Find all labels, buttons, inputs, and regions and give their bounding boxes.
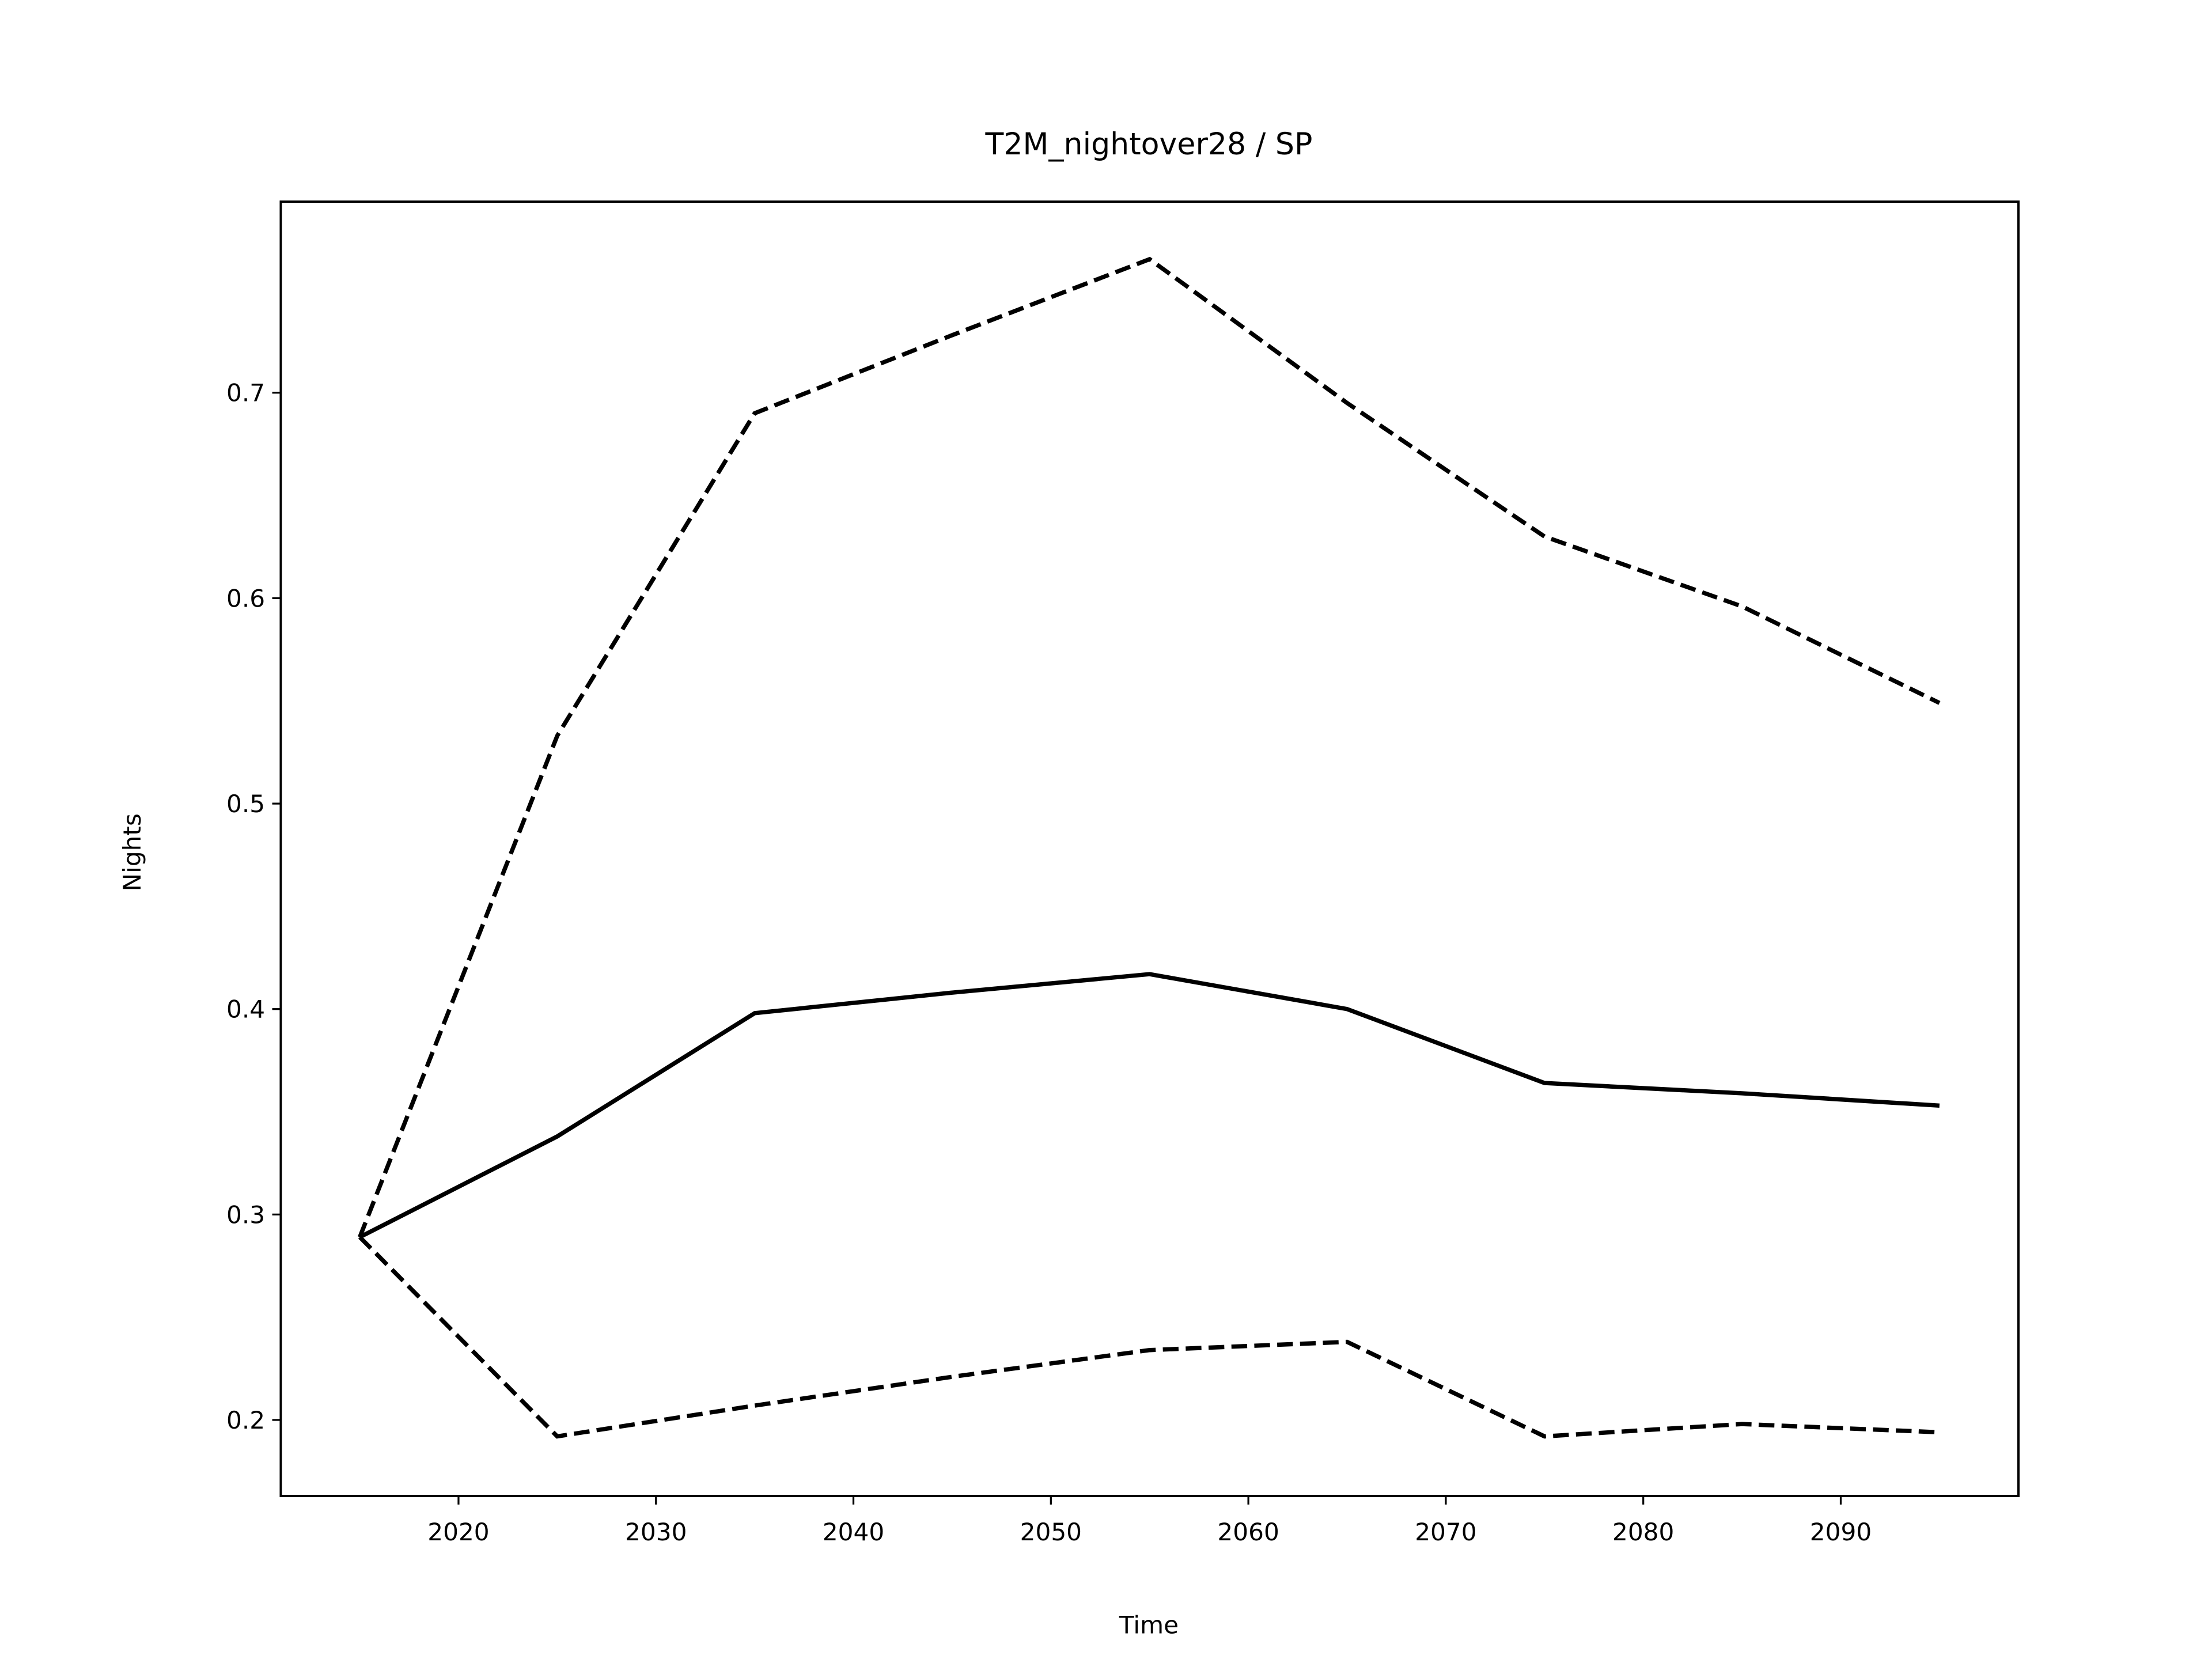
y-tick-label: 0.4 [226,995,265,1024]
x-tick-label: 2030 [625,1518,687,1546]
line-series [358,972,1940,1239]
chart-title: T2M_nightover28 / SP [985,127,1313,162]
y-tick-label: 0.2 [226,1406,265,1434]
line-series [358,1235,1940,1439]
x-tick-label: 2050 [1020,1518,1082,1546]
y-tick-label: 0.5 [226,790,265,818]
line-series [358,256,1941,1238]
plot-frame [279,200,2020,1497]
x-tick-label: 2040 [823,1518,884,1546]
x-tick-label: 2090 [1810,1518,1872,1546]
y-tick-label: 0.6 [226,584,265,612]
x-tick-label: 2020 [427,1518,489,1546]
y-axis-label: Nights [118,813,146,891]
x-tick-label: 2070 [1415,1518,1476,1546]
x-tick-label: 2080 [1612,1518,1674,1546]
y-tick-label: 0.3 [226,1200,265,1229]
y-tick-label: 0.7 [226,379,265,407]
x-axis-label: Time [1119,1611,1179,1639]
x-tick-label: 2060 [1217,1518,1279,1546]
